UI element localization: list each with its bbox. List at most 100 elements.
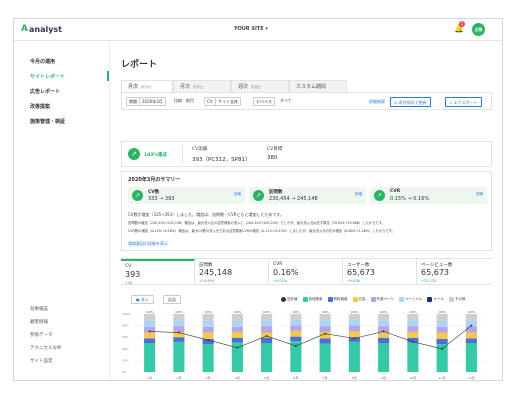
bar-segment[interactable]	[407, 320, 419, 327]
bar-segment[interactable]	[261, 320, 273, 327]
bar-segment[interactable]	[290, 319, 302, 326]
bar-segment[interactable]	[261, 343, 273, 372]
bar-segment[interactable]	[231, 320, 243, 327]
line-point[interactable]	[148, 330, 151, 333]
bar-segment[interactable]	[173, 331, 185, 338]
line-point[interactable]	[177, 331, 180, 334]
bar-segment[interactable]	[348, 325, 360, 332]
tab-monthly-mom[interactable]: 月次 前月比	[121, 80, 173, 92]
bar-segment[interactable]	[173, 326, 185, 332]
bar-segment[interactable]	[407, 314, 419, 321]
bar-segment[interactable]	[231, 337, 243, 343]
kpi-visits[interactable]: 訪問数 245,148 +14,694	[195, 259, 269, 285]
line-point[interactable]	[382, 330, 385, 333]
period-select[interactable]: 2020年3月	[139, 97, 166, 106]
line-point[interactable]	[207, 339, 210, 342]
bar-segment[interactable]	[290, 336, 302, 342]
bar-segment[interactable]	[465, 320, 477, 327]
line-point[interactable]	[324, 332, 327, 335]
bar-segment[interactable]	[465, 332, 477, 339]
detail-search-link[interactable]: 詳細検索	[369, 99, 385, 104]
bar-segment[interactable]	[407, 337, 419, 343]
sidebar-item-improvement[interactable]: 改善提案	[30, 104, 51, 110]
bar-segment[interactable]	[261, 337, 273, 343]
sidebar-footer-item[interactable]: 参照データ	[30, 333, 53, 338]
bar-segment[interactable]	[465, 326, 477, 333]
line-point[interactable]	[294, 344, 297, 347]
sidebar-footer-item[interactable]: サイト設定	[30, 359, 53, 364]
card-detail-link[interactable]: 詳細	[355, 192, 362, 196]
bar-segment[interactable]	[378, 314, 390, 321]
line-point[interactable]	[441, 347, 444, 350]
card-detail-link[interactable]: 詳細	[476, 192, 483, 196]
sidebar-footer-item[interactable]: 顧客情報	[30, 320, 48, 325]
sidebar-item-monthly[interactable]: 今月の運用	[30, 59, 56, 65]
compare-select[interactable]: 比較：前月	[174, 98, 194, 103]
bar-segment[interactable]	[290, 314, 302, 320]
bar-segment[interactable]	[144, 314, 156, 321]
bar-segment[interactable]	[436, 320, 448, 327]
tab-weekly[interactable]: 週次 前週比	[231, 80, 289, 92]
legend-item[interactable]: メール	[427, 297, 444, 302]
bar-segment[interactable]	[202, 320, 214, 327]
bar-segment[interactable]	[202, 332, 214, 339]
device-select[interactable]: すべて	[280, 98, 292, 103]
tab-monthly-yoy[interactable]: 月次 前年比	[173, 80, 231, 92]
line-point[interactable]	[265, 335, 268, 338]
save-condition-button[interactable]: ◎ 条件保存で更新	[390, 97, 431, 107]
segment-ads[interactable]: 広告	[163, 295, 181, 304]
legend-item[interactable]: 広告	[352, 297, 366, 302]
export-button[interactable]: ⇩ エクスポート	[445, 97, 482, 107]
bar-segment[interactable]	[173, 314, 185, 321]
bar-segment[interactable]	[231, 326, 243, 332]
card-detail-link[interactable]: 詳細	[234, 192, 241, 196]
kpi-cv[interactable]: CV 393 +58	[121, 259, 195, 285]
line-point[interactable]	[236, 346, 239, 349]
bar-segment[interactable]	[261, 326, 273, 333]
bar-segment[interactable]	[173, 320, 185, 327]
line-point[interactable]	[470, 324, 473, 327]
bar-segment[interactable]	[436, 332, 448, 339]
kpi-cvr[interactable]: CVR 0.16% +0.01%	[269, 259, 343, 285]
bar-segment[interactable]	[144, 326, 156, 333]
bar-segment[interactable]	[465, 343, 477, 372]
bar-segment[interactable]	[144, 332, 156, 339]
avatar[interactable]: 太郎	[472, 23, 485, 36]
sidebar-item-ad-report[interactable]: 広告レポート	[30, 89, 61, 95]
bar-segment[interactable]	[231, 342, 243, 372]
bar-segment[interactable]	[202, 314, 214, 321]
bar-segment[interactable]	[436, 314, 448, 321]
bar-segment[interactable]	[407, 342, 419, 372]
legend-item[interactable]: その他	[448, 297, 465, 302]
bar-segment[interactable]	[144, 343, 156, 372]
kpi-pageviews[interactable]: ページビュー数 65,673 +22,325	[417, 259, 491, 285]
legend-item[interactable]: 自然検索	[302, 297, 323, 302]
more-details-link[interactable]: 増減要因の詳細を表示	[128, 241, 168, 246]
bar-segment[interactable]	[348, 341, 360, 372]
bar-segment[interactable]	[348, 319, 360, 326]
bar-segment[interactable]	[173, 341, 185, 372]
bar-segment[interactable]	[319, 320, 331, 327]
tab-custom[interactable]: カスタム期間	[289, 80, 347, 92]
site-selector[interactable]: YOUR SITE ▾	[234, 26, 268, 32]
bar-segment[interactable]	[319, 331, 331, 339]
sidebar-item-measures[interactable]: 施策管理・検証	[30, 119, 66, 125]
bar-segment[interactable]	[173, 337, 185, 342]
bar-segment[interactable]	[290, 341, 302, 372]
bar-segment[interactable]	[202, 338, 214, 345]
bar-segment[interactable]	[378, 343, 390, 372]
bar-segment[interactable]	[436, 344, 448, 372]
bar-segment[interactable]	[290, 325, 302, 331]
bar-segment[interactable]	[465, 338, 477, 343]
bar-segment[interactable]	[290, 330, 302, 337]
bar-segment[interactable]	[319, 314, 331, 321]
legend-item[interactable]: 外部ページ	[370, 297, 394, 302]
bell-icon[interactable]: 🔔 1	[454, 21, 465, 33]
bar-segment[interactable]	[407, 331, 419, 338]
segment-inflow[interactable]: ● 流入	[131, 295, 154, 304]
bar-segment[interactable]	[378, 320, 390, 327]
cv-select[interactable]: サイト全体	[215, 97, 241, 106]
bar-segment[interactable]	[348, 314, 360, 320]
line-point[interactable]	[353, 337, 356, 340]
